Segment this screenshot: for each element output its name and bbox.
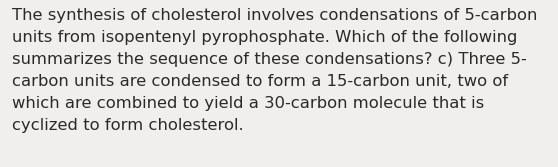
Text: The synthesis of cholesterol involves condensations of 5-carbon
units from isope: The synthesis of cholesterol involves co… <box>12 8 537 133</box>
